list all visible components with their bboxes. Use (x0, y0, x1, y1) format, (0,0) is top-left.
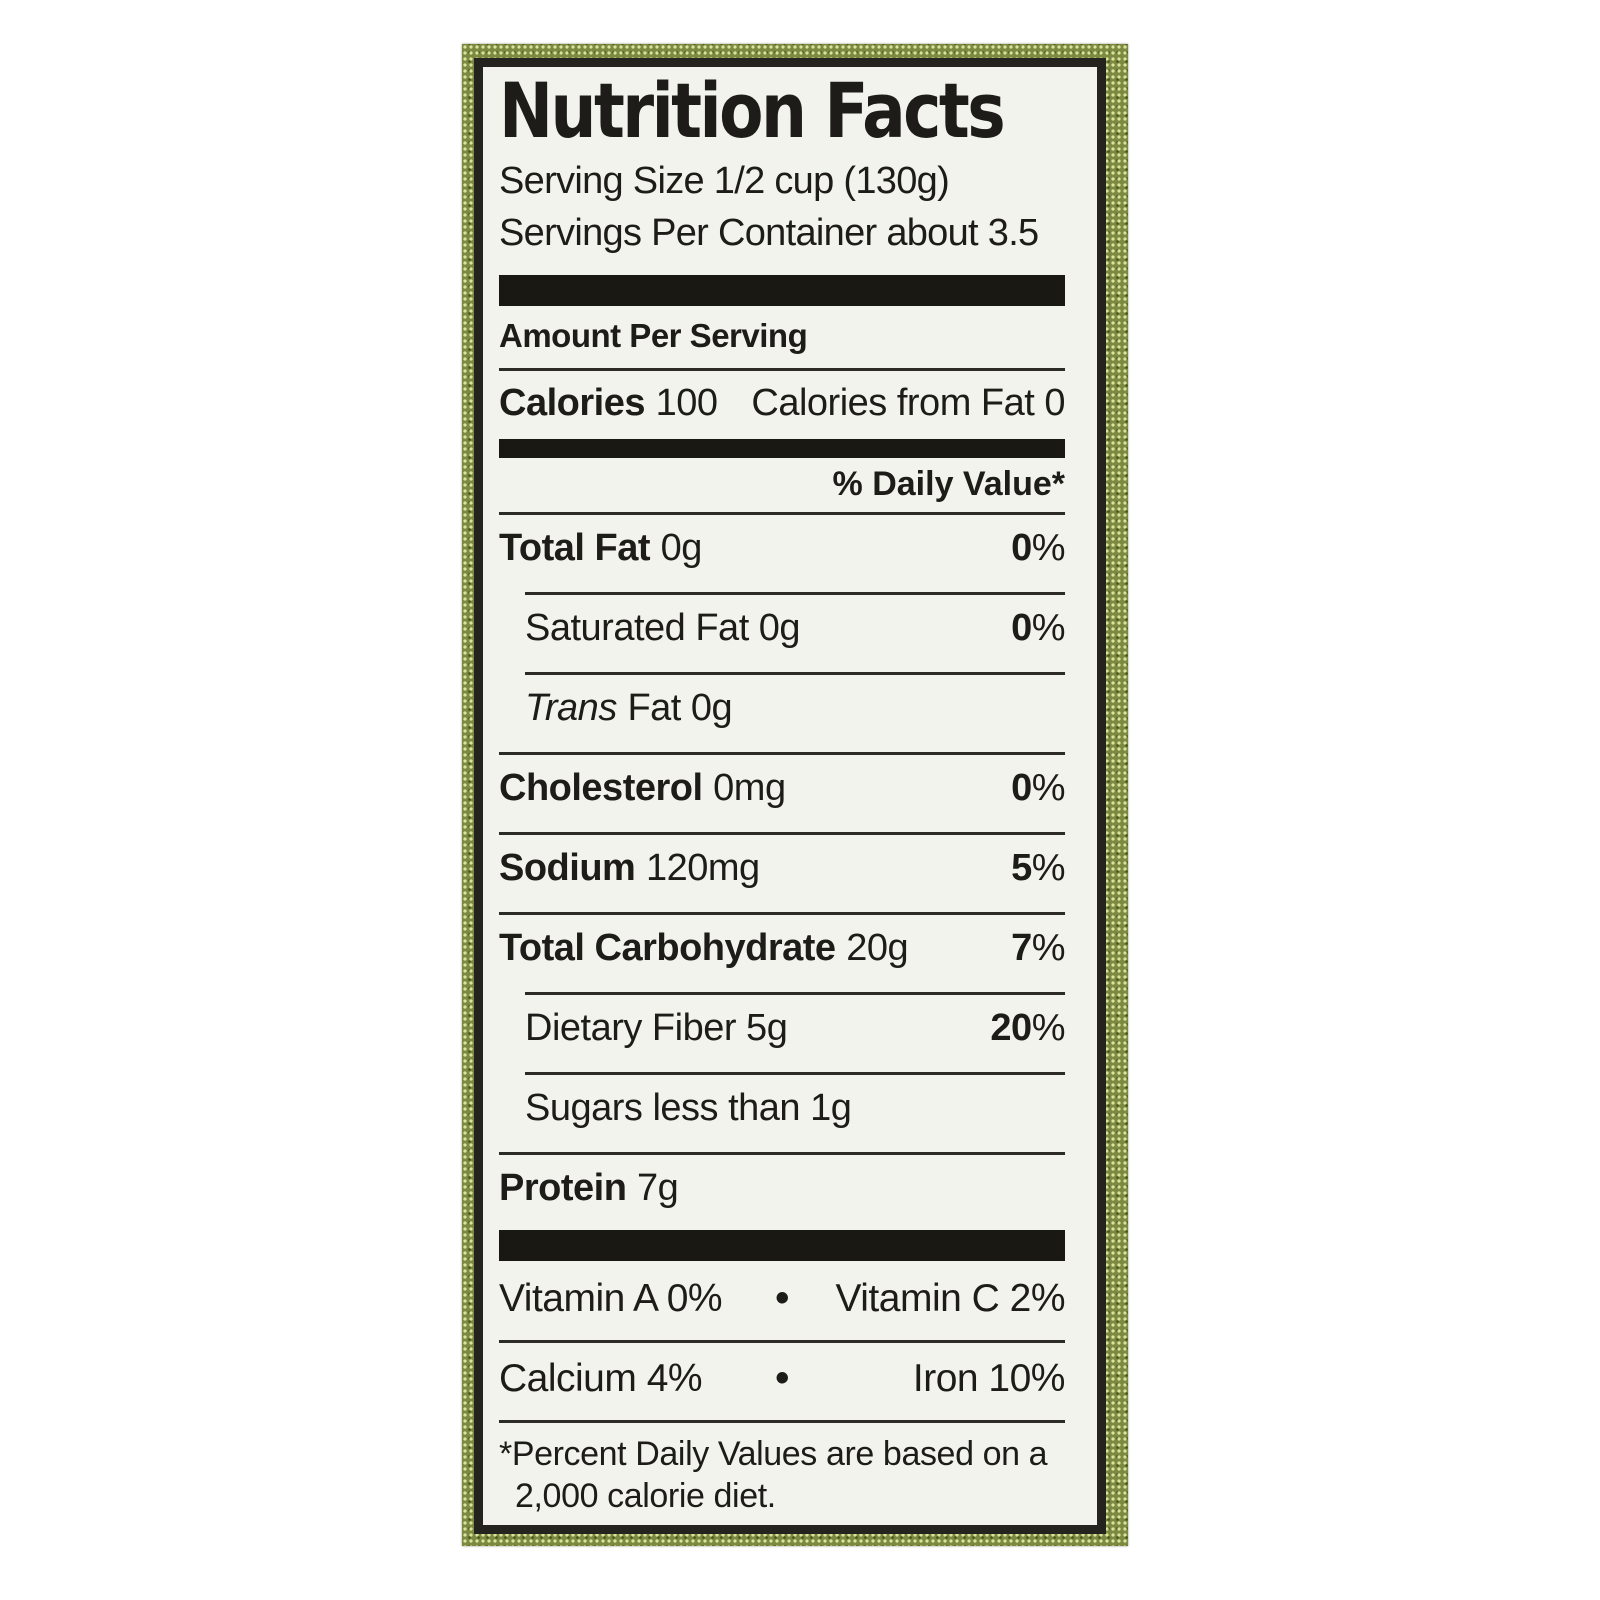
calories-number: 100 (655, 381, 718, 424)
percent-sign: % (1031, 767, 1066, 810)
row-sugars: Sugars less than 1g (499, 1075, 1065, 1152)
percent-sign: % (1031, 527, 1066, 570)
percent-sign: % (1031, 847, 1066, 890)
saturated-fat-dv-number: 0 (1011, 607, 1032, 650)
separator-rule-indented (525, 1072, 1065, 1076)
calories-label: Calories (499, 381, 645, 424)
sugars-text: Sugars less than 1g (525, 1087, 852, 1130)
row-protein: Protein 7g (499, 1155, 1065, 1208)
separator-rule (499, 512, 1065, 516)
iron-text: Iron 10% (912, 1356, 1066, 1400)
sodium-name: Sodium 120mg (499, 848, 760, 888)
cholesterol-dv: 0% (1011, 768, 1065, 808)
cholesterol-amount: 0mg (713, 767, 786, 810)
row-dietary-fiber: Dietary Fiber 5g 20% (499, 995, 1066, 1072)
nutrition-facts-title: Nutrition Facts (499, 66, 1006, 155)
total-fat-dv-number: 0 (1011, 527, 1032, 570)
total-carbohydrate-name: Total Carbohydrate 20g (499, 927, 909, 970)
separator-rule (499, 832, 1065, 836)
total-carbohydrate-amount: 20g (846, 927, 909, 970)
divider-bar-calories (499, 438, 1065, 459)
row-calcium-iron: Calcium 4% • Iron 10% (499, 1343, 1066, 1420)
total-carbohydrate-dv-number: 7 (1011, 927, 1032, 970)
percent-sign: % (1031, 607, 1066, 650)
sodium-dv: 5% (1011, 848, 1065, 888)
row-total-carbohydrate: Total Carbohydrate 20g 7% (499, 915, 1066, 992)
bullet-separator: • (775, 1275, 789, 1320)
dietary-fiber-dv: 20% (990, 1008, 1065, 1048)
vitamin-a-text: Vitamin A 0% (499, 1276, 723, 1320)
divider-bar-top (499, 275, 1065, 306)
calories-from-fat: Calories from Fat 0 (751, 381, 1065, 424)
separator-rule (499, 1339, 1065, 1343)
total-fat-dv: 0% (1011, 528, 1065, 568)
daily-values-footnote: *Percent Daily Values are based on a 2,0… (499, 1433, 1065, 1517)
row-sodium: Sodium 120mg 5% (499, 835, 1066, 912)
separator-rule (499, 752, 1065, 756)
row-saturated-fat: Saturated Fat 0g 0% (499, 595, 1066, 672)
separator-rule-indented (525, 592, 1065, 596)
amount-per-serving-label: Amount Per Serving (499, 316, 808, 354)
row-cholesterol: Cholesterol 0mg 0% (499, 755, 1066, 832)
separator-rule (499, 1152, 1065, 1156)
protein-amount: 7g (637, 1167, 679, 1210)
calcium-text: Calcium 4% (499, 1356, 703, 1400)
total-carbohydrate-dv: 7% (1011, 928, 1065, 968)
separator-rule (499, 1419, 1065, 1423)
cholesterol-name: Cholesterol 0mg (499, 768, 786, 808)
saturated-fat-text: Saturated Fat 0g (525, 607, 801, 650)
footnote-line1: *Percent Daily Values are based on a (499, 1434, 1048, 1473)
percent-sign: % (1031, 1007, 1066, 1050)
trans-italic: Trans (525, 687, 617, 730)
total-fat-amount: 0g (660, 527, 703, 570)
row-vitamin-a-c: Vitamin A 0% • Vitamin C 2% (499, 1261, 1066, 1340)
row-trans-fat: Trans Fat 0g (499, 675, 1065, 752)
nutrition-label-frame: Nutrition Facts Serving Size 1/2 cup (13… (462, 44, 1128, 1546)
trans-rest: Fat 0g (627, 687, 733, 730)
percent-sign: % (1031, 927, 1066, 970)
sodium-amount: 120mg (645, 847, 760, 890)
protein-name: Protein 7g (499, 1167, 679, 1210)
separator-rule (499, 367, 1065, 371)
protein-label: Protein (499, 1167, 627, 1210)
cholesterol-dv-number: 0 (1011, 767, 1032, 810)
calories-row: Calories 100 Calories from Fat 0 (499, 371, 1065, 423)
total-carbohydrate-label: Total Carbohydrate (499, 927, 836, 970)
cholesterol-label: Cholesterol (499, 767, 703, 810)
footnote-line2: 2,000 calorie diet. (515, 1476, 776, 1515)
saturated-fat-dv: 0% (1011, 608, 1065, 648)
servings-per-container-text: Servings Per Container about 3.5 (499, 212, 1039, 254)
trans-fat-text: Trans Fat 0g (525, 687, 733, 730)
bullet-separator: • (775, 1355, 789, 1400)
separator-rule-indented (525, 672, 1065, 676)
sodium-label: Sodium (499, 847, 636, 890)
serving-size-text: Serving Size 1/2 cup (130g) (499, 160, 950, 202)
sodium-dv-number: 5 (1011, 847, 1032, 890)
dietary-fiber-dv-number: 20 (990, 1007, 1032, 1050)
daily-value-header: % Daily Value* (832, 465, 1065, 504)
total-fat-name: Total Fat 0g (499, 528, 702, 568)
row-total-fat: Total Fat 0g 0% (499, 515, 1066, 592)
nutrition-label: Nutrition Facts Serving Size 1/2 cup (13… (474, 58, 1106, 1534)
vitamin-c-text: Vitamin C 2% (835, 1276, 1065, 1320)
total-fat-label: Total Fat (499, 527, 651, 570)
separator-rule-indented (525, 992, 1065, 996)
dietary-fiber-text: Dietary Fiber 5g (525, 1007, 788, 1050)
divider-bar-bottom (499, 1230, 1065, 1261)
calories-value: Calories 100 (499, 383, 718, 423)
separator-rule (499, 912, 1065, 916)
